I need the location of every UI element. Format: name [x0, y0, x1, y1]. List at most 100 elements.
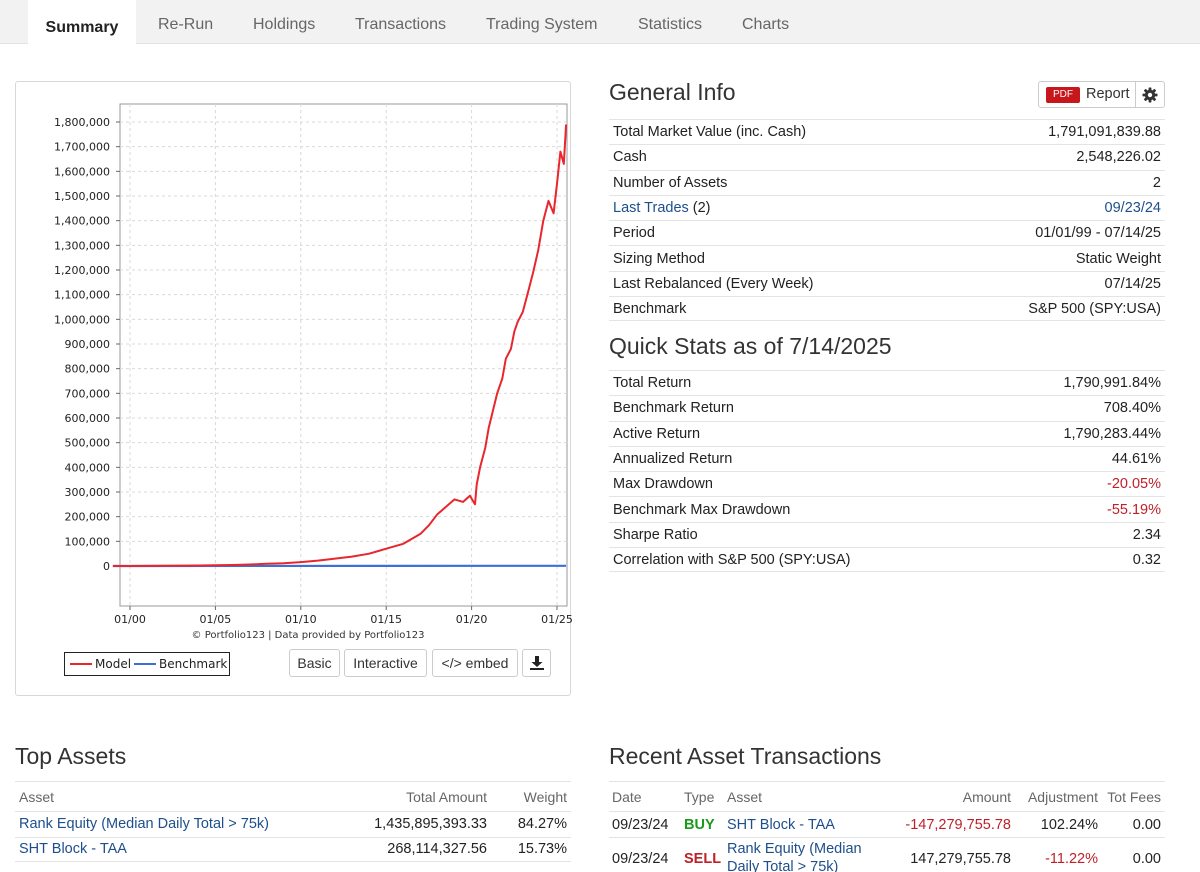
tab-statistics[interactable]: Statistics	[638, 16, 703, 33]
row-label: Total Market Value (inc. Cash)	[613, 124, 807, 141]
legend-label-benchmark: Benchmark	[159, 657, 228, 671]
basic-button[interactable]: Basic	[289, 649, 340, 677]
asset-link[interactable]: SHT Block - TAA	[727, 817, 835, 833]
transaction-adjustment: -11.22%	[1045, 851, 1098, 867]
interactive-button[interactable]: Interactive	[344, 649, 427, 677]
legend-item-model[interactable]: Model	[70, 657, 131, 671]
pdf-icon: PDF	[1046, 87, 1080, 103]
legend-swatch-model	[70, 662, 92, 665]
row-label: Sharpe Ratio	[613, 526, 698, 543]
last-trades-date-link[interactable]: 09/23/24	[1104, 200, 1161, 217]
chart-legend: Model Benchmark	[64, 652, 230, 676]
tab-re-run[interactable]: Re-Run	[158, 16, 214, 33]
column-header-weight[interactable]: Weight	[523, 789, 567, 805]
row-label: Number of Assets	[613, 174, 728, 191]
series-line-model	[112, 124, 568, 567]
table-row: Period 01/01/99 - 07/14/25	[609, 220, 1165, 245]
divider	[15, 837, 571, 838]
y-tick-label: 900,000	[65, 338, 111, 351]
divider	[15, 781, 571, 782]
column-header-asset[interactable]: Asset	[727, 789, 763, 805]
row-value: 2,548,226.02	[1076, 149, 1161, 166]
quick-stats-table: Total Return 1,790,991.84% Benchmark Retu…	[609, 370, 1165, 573]
general-info-title: General Info	[609, 79, 736, 105]
performance-chart[interactable]: 0 100,000 200,000 300,000 400,000 500,000 600,…	[16, 82, 572, 697]
settings-button[interactable]	[1135, 81, 1165, 108]
table-row: Max Drawdown -20.05%	[609, 471, 1165, 496]
y-tick-label: 400,000	[65, 461, 111, 474]
quick-stats-title: Quick Stats as of 7/14/2025	[609, 333, 892, 359]
weight: 84.27%	[517, 816, 567, 832]
row-value: 2.34	[1132, 526, 1161, 543]
column-header-adjustment[interactable]: Adjustment	[1027, 789, 1098, 805]
weight: 15.73%	[517, 841, 567, 857]
table-row: Benchmark Max Drawdown -55.19%	[609, 496, 1165, 521]
y-tick-label: 1,400,000	[54, 215, 110, 228]
y-tick-label: 1,100,000	[54, 289, 110, 302]
row-value: 1,790,283.44%	[1063, 425, 1161, 442]
x-tick-label: 01/10	[285, 613, 317, 626]
tab-trading-system[interactable]: Trading System	[486, 16, 598, 33]
column-header-tot-fees[interactable]: Tot Fees	[1107, 789, 1161, 805]
tab-charts[interactable]: Charts	[742, 16, 790, 33]
table-row: 09/23/24 BUY SHT Block - TAA -147,279,75…	[609, 812, 1165, 837]
row-value: 1,790,991.84%	[1063, 375, 1161, 392]
column-header-total-amount[interactable]: Total Amount	[406, 789, 487, 805]
y-tick-label: 0	[103, 560, 110, 573]
y-tick-label: 500,000	[65, 437, 111, 450]
legend-item-benchmark[interactable]: Benchmark	[134, 657, 227, 671]
row-value: 708.40%	[1103, 400, 1161, 417]
row-label: Last Trades (2)	[613, 200, 711, 216]
row-label: Benchmark Max Drawdown	[613, 501, 791, 518]
column-header-amount[interactable]: Amount	[962, 789, 1011, 805]
asset-link[interactable]: Rank Equity (Median Daily Total > 75k)	[19, 816, 269, 832]
y-tick-label: 1,700,000	[54, 141, 110, 154]
transaction-fees: 0.00	[1132, 817, 1161, 833]
table-row: Number of Assets 2	[609, 169, 1165, 195]
x-tick-label: 01/25	[541, 613, 572, 626]
tab-transactions[interactable]: Transactions	[355, 16, 446, 33]
table-row: Active Return 1,790,283.44%	[609, 420, 1165, 446]
download-button[interactable]	[522, 649, 551, 677]
plot-area	[119, 103, 568, 607]
column-header-date[interactable]: Date	[612, 789, 642, 805]
y-tick-label: 700,000	[65, 387, 111, 400]
row-value: -55.19%	[1106, 501, 1161, 518]
column-header-asset[interactable]: Asset	[19, 789, 55, 805]
divider	[609, 837, 1165, 838]
embed-button[interactable]: </> embed	[432, 649, 518, 677]
y-tick-label: 300,000	[65, 486, 111, 499]
row-value: S&P 500 (SPY:USA)	[1028, 300, 1161, 317]
row-value: -20.05%	[1106, 476, 1161, 493]
asset-link[interactable]: Rank Equity (Median	[727, 841, 862, 857]
row-label: Period	[613, 225, 655, 242]
transaction-date: 09/23/24	[612, 851, 669, 867]
recent-transactions-title: Recent Asset Transactions	[609, 743, 882, 769]
x-tick-label: 01/05	[200, 613, 232, 626]
row-label: Cash	[613, 149, 647, 166]
asset-link-continued[interactable]: Daily Total > 75k)	[727, 859, 839, 872]
tab-summary[interactable]: Summary	[28, 0, 136, 45]
table-row: Last Rebalanced (Every Week) 07/14/25	[609, 270, 1165, 296]
tab-holdings[interactable]: Holdings	[253, 16, 316, 33]
table-row: Total Market Value (inc. Cash) 1,791,091,…	[609, 119, 1165, 144]
row-label: Active Return	[613, 425, 701, 442]
y-tick-label: 1,800,000	[54, 116, 110, 129]
last-trades-link[interactable]: Last Trades	[613, 200, 689, 217]
divider	[609, 781, 1165, 782]
asset-link[interactable]: SHT Block - TAA	[19, 841, 127, 857]
download-icon	[529, 656, 544, 670]
transaction-amount: 147,279,755.78	[910, 851, 1011, 867]
table-row: Correlation with S&P 500 (SPY:USA) 0.32	[609, 547, 1165, 573]
report-button[interactable]: PDF Report	[1038, 81, 1136, 108]
report-label: Report	[1086, 86, 1130, 102]
y-tick-label: 200,000	[65, 511, 111, 524]
row-value: 0.32	[1132, 551, 1161, 568]
row-value: 1,791,091,839.88	[1048, 124, 1161, 141]
row-value: Static Weight	[1075, 250, 1161, 267]
row-label: Total Return	[613, 375, 692, 392]
row-label: Correlation with S&P 500 (SPY:USA)	[613, 551, 851, 568]
y-tick-label: 600,000	[65, 412, 111, 425]
column-header-type[interactable]: Type	[684, 789, 715, 805]
gear-icon	[1142, 87, 1158, 103]
